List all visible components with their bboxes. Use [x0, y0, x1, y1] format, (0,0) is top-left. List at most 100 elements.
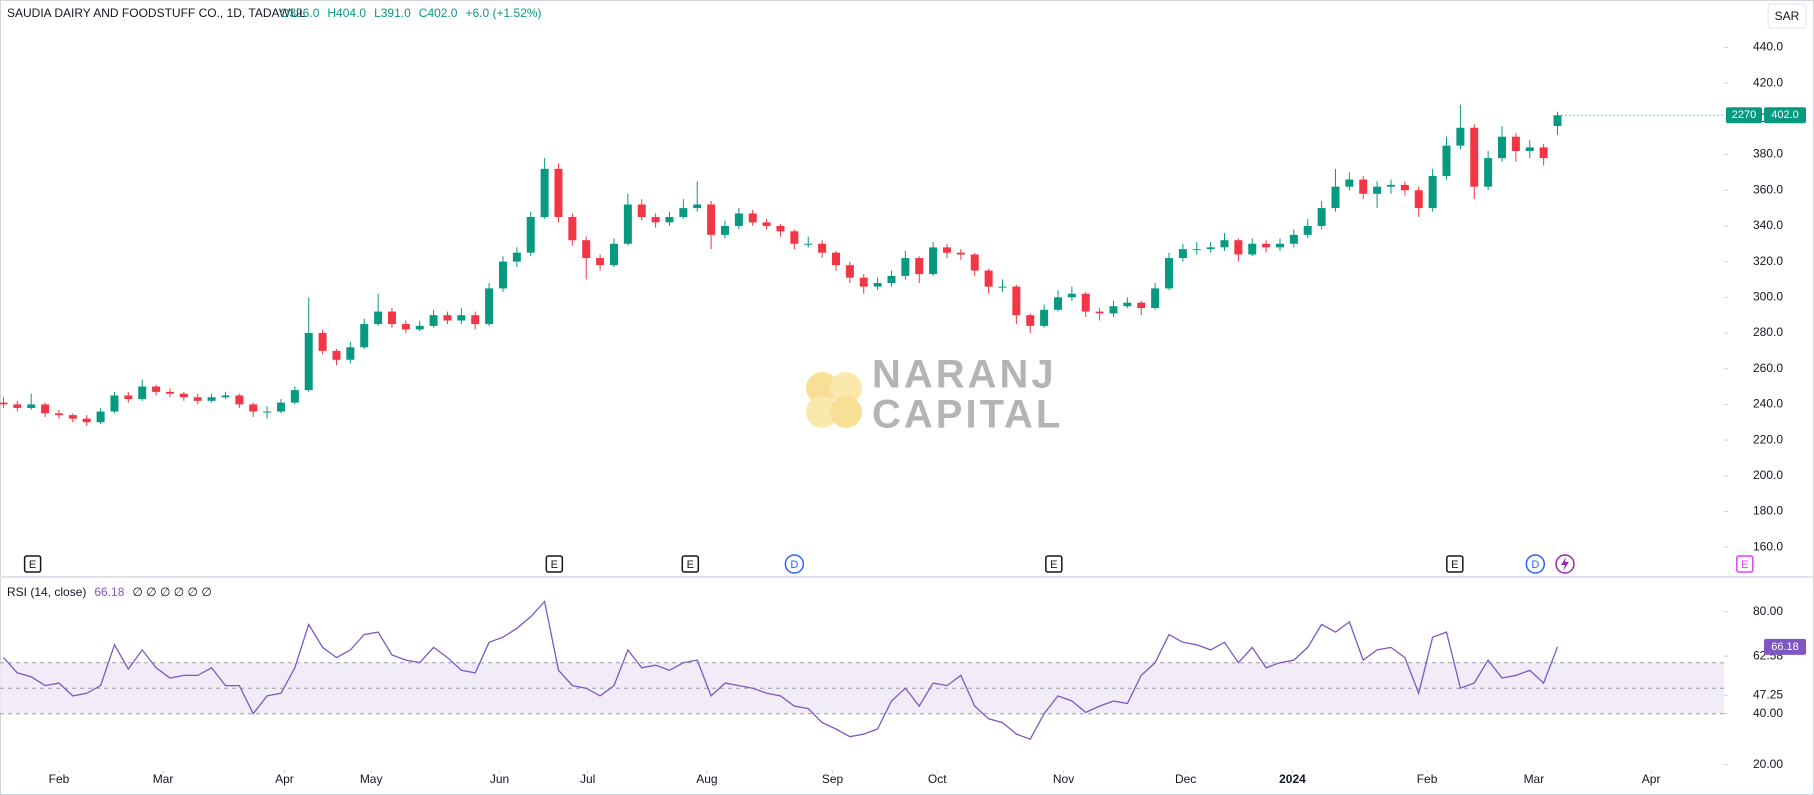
- x-tick-label: Nov: [1053, 772, 1074, 786]
- candle-body: [152, 386, 161, 392]
- y-tick-label: 300.0: [1753, 289, 1783, 303]
- candle-body: [776, 225, 785, 232]
- candle-body: [471, 315, 480, 325]
- candle-body: [138, 386, 147, 400]
- candle-body: [887, 275, 896, 284]
- candle-body: [1414, 190, 1423, 209]
- candle-body: [1026, 315, 1035, 326]
- candle-body: [1234, 240, 1243, 255]
- candle-body: [1331, 186, 1340, 209]
- candle-body: [387, 311, 396, 325]
- candle-body: [0, 402, 8, 405]
- y-tick-label: 220.0: [1753, 432, 1783, 446]
- candle-body: [13, 404, 22, 408]
- x-tick-label: Feb: [49, 772, 70, 786]
- candle-body: [1539, 147, 1548, 159]
- legend-value: +6.0 (+1.52%): [465, 6, 541, 20]
- x-tick-label: 2024: [1279, 772, 1306, 786]
- candle-body: [1178, 249, 1187, 259]
- candle-body: [96, 411, 105, 423]
- candle-body: [498, 261, 507, 289]
- candle-body: [1206, 247, 1215, 250]
- candle-body: [443, 315, 452, 321]
- candle-body: [346, 347, 355, 360]
- y-tick-label: 380.0: [1753, 147, 1783, 161]
- candle-body: [1303, 225, 1312, 235]
- unit-box: [1767, 3, 1807, 29]
- x-tick-label: Mar: [1524, 772, 1545, 786]
- candle-body: [68, 415, 77, 419]
- badge: [1764, 638, 1806, 655]
- candle-body: [1497, 136, 1506, 159]
- candle-body: [748, 213, 757, 223]
- y-tick-label: 200.0: [1753, 468, 1783, 482]
- candle-body: [1151, 288, 1160, 309]
- candle-body: [304, 333, 313, 391]
- candle-body: [873, 283, 882, 287]
- x-tick-label: Sep: [822, 772, 844, 786]
- event-marker: [1045, 555, 1063, 573]
- candle-body: [818, 243, 827, 253]
- legend-value: H404.0: [327, 6, 366, 20]
- y-tick-label: 260.0: [1753, 361, 1783, 375]
- candle-body: [1067, 293, 1076, 298]
- event-label: E: [1741, 559, 1748, 571]
- event-marker: [1736, 555, 1754, 573]
- candle-body: [1359, 179, 1368, 194]
- candle-body: [693, 204, 702, 209]
- candle-body: [790, 231, 799, 244]
- candle-body: [179, 393, 188, 398]
- logo-part: [830, 372, 862, 404]
- candle-body: [1275, 243, 1284, 248]
- candle-body: [1373, 186, 1382, 194]
- candle-body: [401, 324, 410, 330]
- y-tick-label: 420.0: [1753, 75, 1783, 89]
- candle-body: [27, 404, 36, 408]
- candle-body: [998, 286, 1007, 288]
- rsi-value: 66.18: [94, 585, 124, 599]
- candle-body: [1262, 243, 1271, 248]
- event-marker: [1446, 555, 1464, 573]
- x-tick-label: Jun: [490, 772, 509, 786]
- candle-body: [1289, 234, 1298, 244]
- candle-body: [1109, 306, 1118, 314]
- candle-body: [1192, 249, 1201, 251]
- y-tick-label: 240.0: [1753, 397, 1783, 411]
- badge-text: 2270: [1732, 109, 1756, 121]
- candle-body: [1470, 127, 1479, 187]
- candle-body: [609, 243, 618, 266]
- candle-body: [110, 395, 119, 412]
- rsi-line: [3, 600, 1559, 741]
- legend-value: L391.0: [374, 6, 411, 20]
- candle-body: [360, 324, 369, 348]
- logo-part: [806, 396, 838, 428]
- candle-body: [984, 270, 993, 287]
- candle-body: [623, 204, 632, 244]
- candle-body: [1164, 258, 1173, 289]
- unit-label: SAR: [1775, 9, 1800, 23]
- candle-body: [665, 217, 674, 223]
- candle-body: [1456, 127, 1465, 146]
- rsi-band: [0, 662, 1724, 714]
- candle-body: [762, 222, 771, 226]
- event-marker: [545, 555, 564, 573]
- candle-body: [1053, 297, 1062, 310]
- event-label: D: [790, 559, 798, 571]
- badge-text: 66.18: [1771, 641, 1799, 653]
- watermark: NARANJ CAPITAL: [806, 353, 1060, 437]
- rsi-title: RSI (14, close): [7, 585, 86, 599]
- candle-body: [554, 168, 563, 218]
- chart-title: SAUDIA DAIRY AND FOODSTUFF CO., 1D, TADA…: [7, 6, 306, 20]
- candle-body: [859, 277, 868, 287]
- legend-value: O396.0: [280, 6, 320, 20]
- candle-body: [956, 252, 965, 255]
- candle-body: [929, 247, 938, 275]
- candle-body: [540, 168, 549, 218]
- x-tick-label: May: [360, 772, 383, 786]
- candle-body: [734, 213, 743, 226]
- candle-body: [637, 204, 646, 218]
- event-marker: [681, 555, 700, 573]
- candle-body: [1553, 115, 1562, 126]
- candle-body: [804, 243, 813, 245]
